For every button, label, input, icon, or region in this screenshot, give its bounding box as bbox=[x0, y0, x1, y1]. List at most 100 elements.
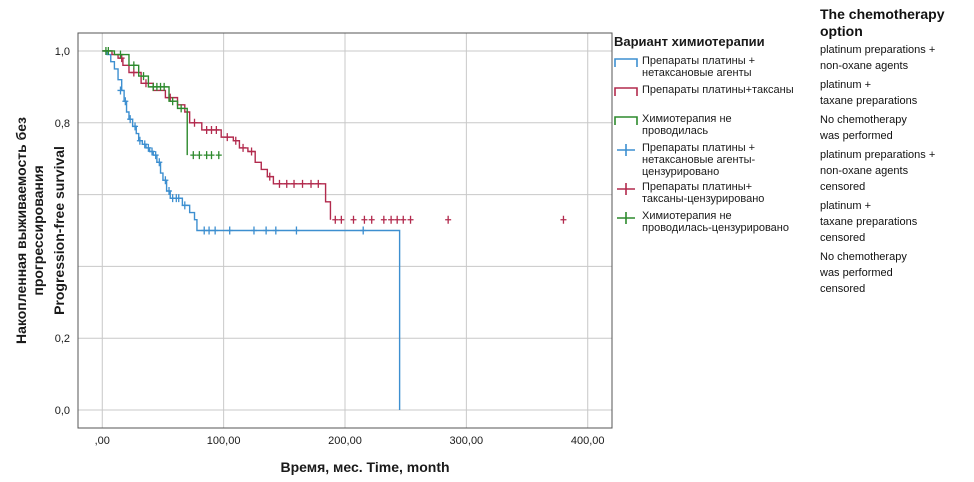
censor-mark bbox=[208, 151, 215, 160]
grid bbox=[78, 33, 612, 428]
x-tick-label: 300,00 bbox=[450, 435, 484, 447]
censor-mark bbox=[276, 179, 283, 188]
censor-mark bbox=[127, 115, 134, 124]
censor-mark bbox=[263, 226, 270, 235]
censor-cross-icon bbox=[617, 144, 635, 156]
censor-mark bbox=[338, 215, 345, 224]
censor-mark bbox=[162, 176, 169, 185]
english-legend-item: platinum preparations + non-oxane agents… bbox=[820, 149, 936, 193]
censor-mark bbox=[291, 179, 298, 188]
censor-mark bbox=[315, 179, 322, 188]
censor-mark bbox=[149, 147, 156, 156]
censor-mark bbox=[117, 86, 124, 95]
legend-item: Препараты платины + нетаксановые агенты-… bbox=[614, 142, 810, 178]
legend-item: Препараты платины+ таксаны-цензурировано bbox=[614, 181, 810, 207]
censor-mark bbox=[407, 215, 414, 224]
censor-mark bbox=[360, 226, 367, 235]
censor-mark bbox=[560, 215, 567, 224]
y-tick-label: 0,0 bbox=[55, 405, 70, 417]
censor-cross-icon bbox=[617, 212, 635, 224]
censor-mark bbox=[105, 46, 112, 55]
censor-mark bbox=[130, 68, 137, 77]
english-legend-items: platinum preparations + non-oxane agents… bbox=[820, 42, 970, 297]
censor-mark bbox=[308, 179, 315, 188]
legend: Вариант химиотерапии Препараты платины +… bbox=[614, 34, 810, 239]
axis-ticks: ,00 100,00 200,00 300,00 400,00 0,0 0,2 0,8 1,0 bbox=[55, 46, 605, 447]
censor-mark bbox=[140, 72, 147, 81]
censor-mark bbox=[178, 104, 185, 113]
censor-mark bbox=[248, 147, 255, 156]
legend-item: Препараты платины+таксаны bbox=[614, 84, 810, 110]
censor-mark bbox=[332, 215, 339, 224]
legend-title: Вариант химиотерапии bbox=[614, 34, 765, 49]
censor-mark bbox=[166, 187, 173, 195]
censor-mark bbox=[283, 179, 290, 188]
series-1 bbox=[102, 50, 401, 411]
censor-mark bbox=[161, 82, 168, 91]
censor-cross-icon bbox=[617, 183, 635, 195]
english-legend-item: No chemotherapy was performed censored bbox=[820, 251, 907, 295]
censor-mark bbox=[152, 151, 159, 160]
censor-mark bbox=[226, 226, 233, 235]
y-tick-label: 1,0 bbox=[55, 46, 70, 58]
censor-mark bbox=[181, 201, 188, 210]
legend-item-label: Препараты платины+таксаны bbox=[642, 84, 794, 96]
censor-mark bbox=[299, 179, 306, 188]
english-legend-item: No chemotherapy was performed bbox=[820, 114, 907, 142]
censor-mark bbox=[136, 136, 143, 145]
censor-mark bbox=[191, 118, 198, 127]
censor-mark bbox=[293, 226, 300, 235]
censor-mark bbox=[169, 97, 176, 106]
censor-mark bbox=[400, 215, 407, 224]
legend-item-label: Химиотерапия не проводилась bbox=[642, 113, 732, 137]
x-axis-label: Время, мес. Time, month bbox=[280, 459, 449, 475]
censor-mark bbox=[212, 226, 219, 235]
step-line-icon bbox=[614, 58, 638, 67]
censor-mark bbox=[196, 151, 203, 160]
censor-mark bbox=[445, 215, 452, 224]
series-layer bbox=[102, 46, 567, 411]
y-axis-label-en: Progression-free survival bbox=[51, 146, 67, 315]
legend-item-label: Препараты платины+ таксаны-цензурировано bbox=[642, 181, 765, 205]
legend-item: Химиотерапия не проводилась-цензурирован… bbox=[614, 210, 810, 236]
censor-mark bbox=[190, 151, 197, 160]
censor-mark bbox=[132, 122, 139, 131]
english-legend-title: The chemotherapy option bbox=[820, 6, 945, 39]
censor-mark bbox=[130, 61, 137, 70]
censor-mark bbox=[350, 215, 357, 224]
censor-mark bbox=[206, 226, 213, 235]
y-tick-label: 0,8 bbox=[55, 118, 70, 130]
censor-mark bbox=[145, 143, 152, 152]
step-line-icon bbox=[614, 87, 638, 96]
y-axis-label-ru-line: прогрессирования bbox=[30, 165, 46, 295]
y-axis-label-ru-line: Накопленная выживаемость без bbox=[13, 117, 29, 344]
english-legend: The chemotherapy option platinum prepara… bbox=[820, 6, 970, 300]
censor-mark bbox=[117, 50, 124, 59]
series-1-line bbox=[102, 50, 401, 411]
legend-items: Препараты платины + нетаксановые агенты П… bbox=[614, 55, 810, 236]
censor-mark bbox=[213, 125, 220, 134]
legend-item: Препараты платины + нетаксановые агенты bbox=[614, 55, 810, 81]
x-tick-label: 200,00 bbox=[328, 435, 362, 447]
censor-mark bbox=[240, 143, 247, 152]
legend-item: Химиотерапия не проводилась bbox=[614, 113, 810, 139]
censor-mark bbox=[272, 226, 279, 235]
y-tick-label: 0,2 bbox=[55, 333, 70, 345]
censor-mark bbox=[141, 140, 148, 149]
censor-mark bbox=[224, 133, 231, 142]
censor-mark bbox=[250, 226, 257, 235]
english-legend-item: platinum + taxane preparations censored bbox=[820, 200, 918, 244]
censor-mark bbox=[118, 54, 125, 63]
plot-frame bbox=[77, 32, 613, 429]
censor-mark bbox=[388, 215, 395, 224]
x-tick-label: ,00 bbox=[95, 435, 110, 447]
legend-item-label: Химиотерапия не проводилась-цензурирован… bbox=[642, 210, 789, 234]
english-legend-item: platinum preparations + non-oxane agents bbox=[820, 44, 936, 72]
step-line-icon bbox=[614, 116, 638, 125]
censor-mark bbox=[368, 215, 375, 224]
censor-mark bbox=[175, 194, 182, 203]
censor-mark bbox=[122, 97, 129, 106]
legend-item-label: Препараты платины + нетаксановые агенты-… bbox=[642, 142, 756, 178]
censor-mark bbox=[394, 215, 401, 224]
